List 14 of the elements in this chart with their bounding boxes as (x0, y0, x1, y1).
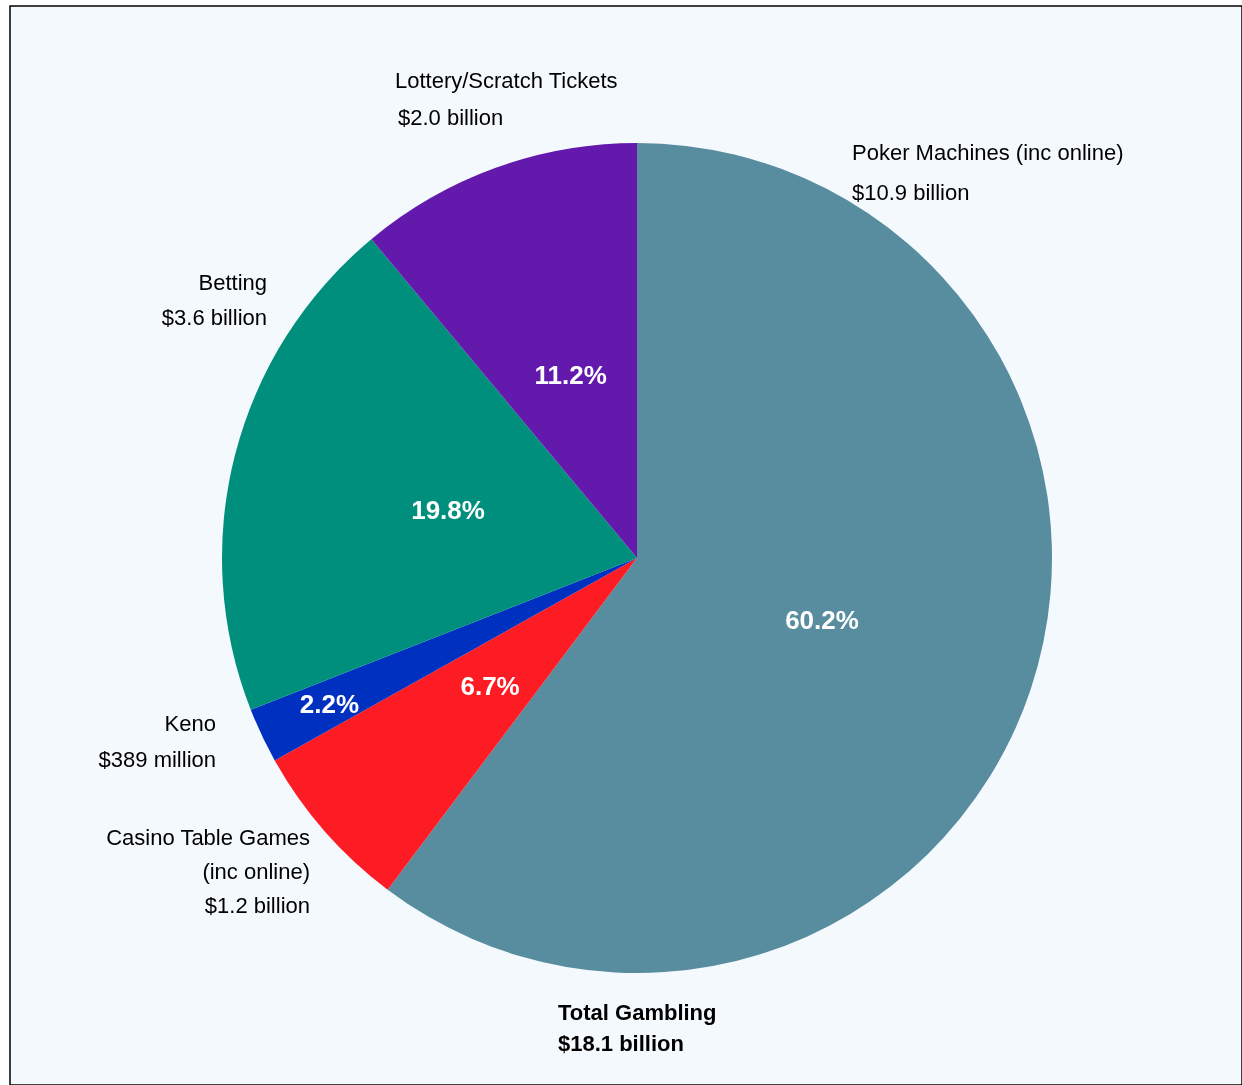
pie-slice (387, 143, 1052, 973)
text: 19.8% (411, 494, 485, 525)
slice-label: Lottery/Scratch Tickets $2.0 billion (395, 68, 618, 130)
slice-label: Betting $3.6 billion (161, 270, 267, 330)
text: Total Gambling $18.1 billion (558, 1000, 717, 1056)
slice-label: Poker Machines (inc online) $10.9 billion (852, 140, 1124, 205)
text: 2.2% (299, 688, 360, 719)
text: 60.2% (785, 604, 859, 635)
pie-slice (371, 143, 637, 558)
slice-label: Keno $389 million (98, 711, 216, 772)
text: 6.7% (460, 671, 520, 702)
slice-label: Casino Table Games (inc online) $1.2 billion (106, 825, 310, 918)
pie-slice (250, 558, 637, 761)
text: 11.2% (534, 359, 607, 390)
